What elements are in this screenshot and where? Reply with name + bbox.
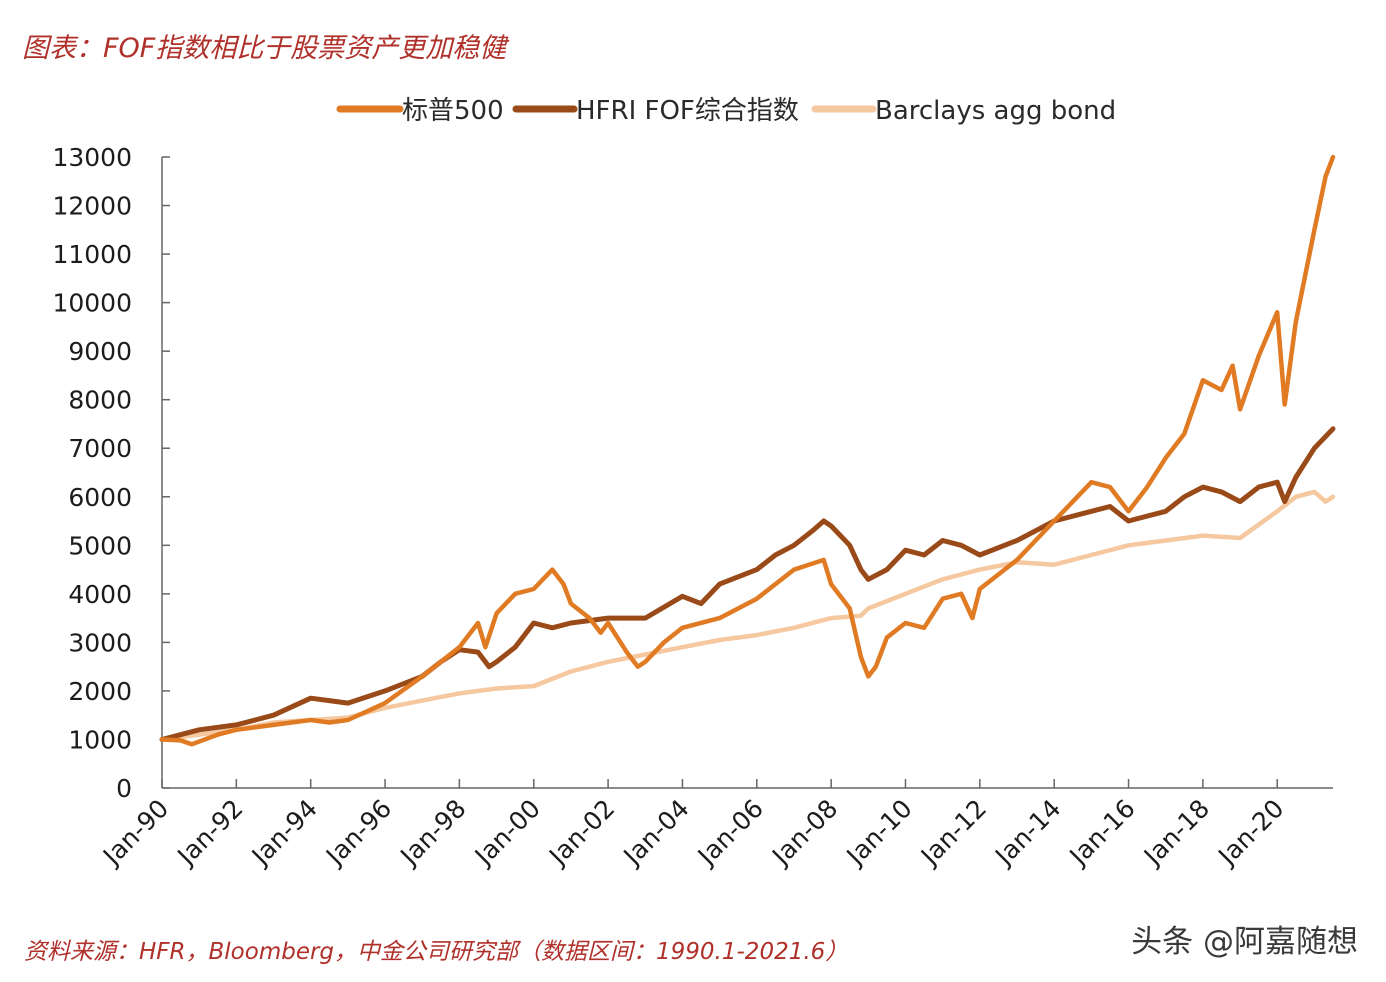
source-note: 资料来源：HFR，Bloomberg，中金公司研究部（数据区间：1990.1-2…: [24, 939, 849, 965]
x-axis-ticks: Jan-90Jan-92Jan-94Jan-96Jan-98Jan-00Jan-…: [96, 779, 1289, 872]
chart-title: 图表：FOF指数相比于股票资产更加稳健: [22, 33, 507, 64]
y-axis-ticks: 0 1000 2000 3000 4000 5000 6000 7000 8000 9000 100…: [52, 143, 170, 803]
y-tick-label: 7000: [68, 434, 132, 463]
legend-label: HFRI FOF综合指数: [576, 96, 799, 126]
y-tick-label: 12000: [52, 192, 132, 221]
x-tick-label: Jan-06: [691, 794, 769, 872]
y-tick-label: 0: [116, 774, 132, 803]
x-tick-label: Jan-10: [840, 794, 918, 872]
x-tick-label: Jan-98: [394, 794, 472, 872]
x-tick-label: Jan-08: [765, 794, 843, 872]
y-tick-label: 2000: [68, 677, 132, 706]
x-tick-label: Jan-18: [1137, 794, 1215, 872]
x-tick-label: Jan-02: [542, 794, 620, 872]
watermark: 头条 @阿嘉随想: [1131, 924, 1358, 960]
series-line: [159, 154, 1336, 747]
y-tick-label: 4000: [68, 580, 132, 609]
legend: 标普500 HFRI FOF综合指数 Barclays agg bond: [336, 96, 1116, 126]
x-tick-label: Jan-00: [468, 794, 546, 872]
y-tick-label: 6000: [68, 483, 132, 512]
y-tick-label: 3000: [68, 628, 132, 657]
x-tick-label: Jan-96: [319, 794, 397, 872]
y-tick-label: 9000: [68, 337, 132, 366]
x-tick-label: Jan-92: [171, 794, 249, 872]
axes: [161, 157, 1333, 789]
y-tick-label: 13000: [52, 143, 132, 172]
y-tick-label: 11000: [52, 240, 132, 269]
series-lines: [159, 154, 1336, 747]
x-tick-label: Jan-12: [914, 794, 992, 872]
y-tick-label: 5000: [68, 531, 132, 560]
x-tick-label: Jan-20: [1211, 794, 1289, 872]
x-tick-label: Jan-04: [617, 794, 695, 872]
y-tick-label: 1000: [68, 725, 132, 754]
x-tick-label: Jan-94: [245, 794, 323, 872]
legend-label: 标普500: [402, 96, 504, 126]
series-line: [159, 489, 1336, 742]
y-tick-label: 8000: [68, 386, 132, 415]
x-tick-label: Jan-14: [988, 794, 1066, 872]
x-tick-label: Jan-90: [96, 794, 174, 872]
x-tick-label: Jan-16: [1063, 794, 1141, 872]
legend-label: Barclays agg bond: [875, 96, 1116, 126]
y-tick-label: 10000: [52, 289, 132, 318]
series-line: [159, 426, 1336, 742]
